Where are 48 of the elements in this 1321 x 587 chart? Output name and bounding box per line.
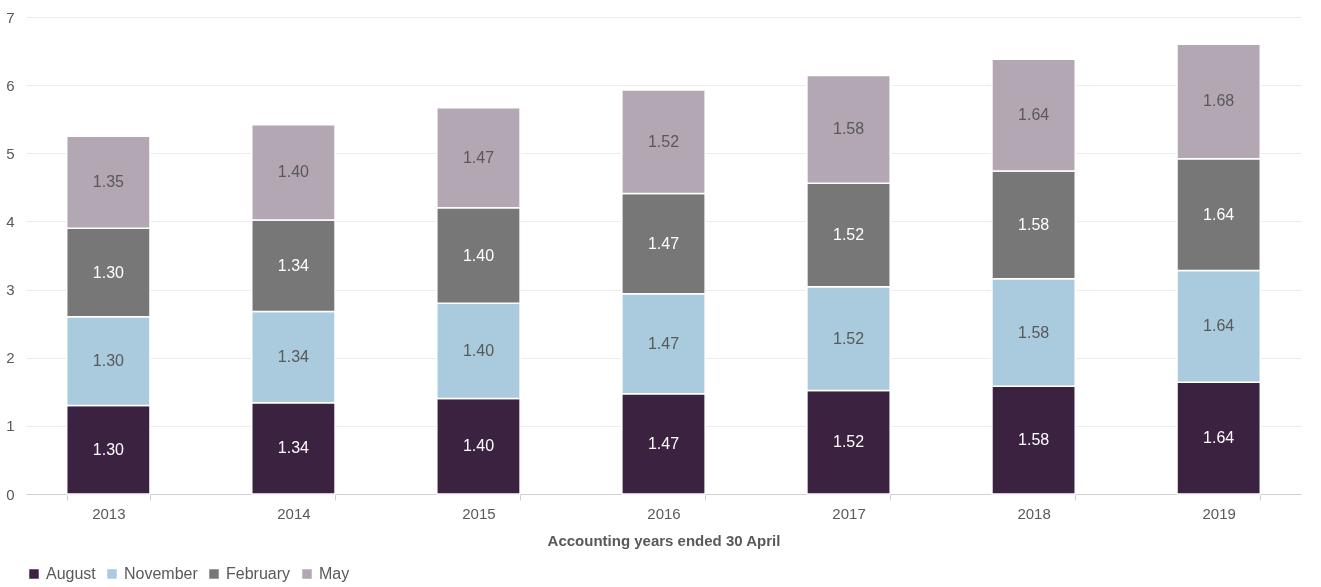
legend-label: February xyxy=(226,565,291,582)
data-label: 1.58 xyxy=(1018,323,1050,341)
data-label: 1.40 xyxy=(462,437,495,455)
y-tick-label: 5 xyxy=(6,144,15,162)
data-label: 1.58 xyxy=(1018,215,1050,233)
data-label: 1.40 xyxy=(462,341,495,359)
data-label: 1.47 xyxy=(647,334,680,352)
legend-label: May xyxy=(319,565,350,582)
data-label: 1.47 xyxy=(462,148,495,166)
y-tick-label: 2 xyxy=(6,349,15,367)
data-label: 1.34 xyxy=(277,439,310,457)
data-label: 1.40 xyxy=(277,163,310,181)
y-tick-label: 4 xyxy=(6,212,15,230)
data-label: 1.30 xyxy=(92,352,125,370)
x-tick-label: 2014 xyxy=(277,504,311,522)
data-label: 1.52 xyxy=(832,433,865,451)
y-tick-label: 3 xyxy=(6,281,15,299)
y-tick-label: 1 xyxy=(6,417,15,435)
data-label: 1.34 xyxy=(277,348,310,366)
data-label: 1.30 xyxy=(92,263,125,281)
x-tick-label: 2016 xyxy=(647,504,681,522)
data-label: 1.34 xyxy=(277,256,310,274)
data-label: 1.35 xyxy=(92,173,125,191)
y-tick-label: 6 xyxy=(6,76,15,94)
data-label: 1.68 xyxy=(1203,92,1235,110)
x-tick-label: 2019 xyxy=(1202,504,1236,522)
x-tick-label: 2015 xyxy=(462,504,496,522)
data-label: 1.64 xyxy=(1203,429,1235,447)
data-label: 1.64 xyxy=(1018,106,1050,124)
data-label: 1.64 xyxy=(1203,205,1235,223)
data-label: 1.52 xyxy=(832,329,865,347)
x-tick-label: 2018 xyxy=(1017,504,1051,522)
x-axis-title: Accounting years ended 30 April xyxy=(547,531,781,549)
data-label: 1.58 xyxy=(1018,431,1050,449)
y-tick-label: 0 xyxy=(6,485,15,503)
legend-label: August xyxy=(46,565,97,582)
x-tick-label: 2013 xyxy=(92,504,126,522)
data-label: 1.47 xyxy=(647,234,680,252)
data-label: 1.52 xyxy=(832,226,865,244)
y-tick-label: 7 xyxy=(6,8,15,26)
data-label: 1.52 xyxy=(647,132,680,150)
data-label: 1.64 xyxy=(1203,317,1235,335)
data-label: 1.30 xyxy=(92,440,125,458)
legend-label: November xyxy=(124,565,199,582)
x-tick-label: 2017 xyxy=(832,504,866,522)
data-label: 1.40 xyxy=(462,246,495,264)
data-label: 1.47 xyxy=(647,434,680,452)
data-label: 1.58 xyxy=(832,120,865,138)
